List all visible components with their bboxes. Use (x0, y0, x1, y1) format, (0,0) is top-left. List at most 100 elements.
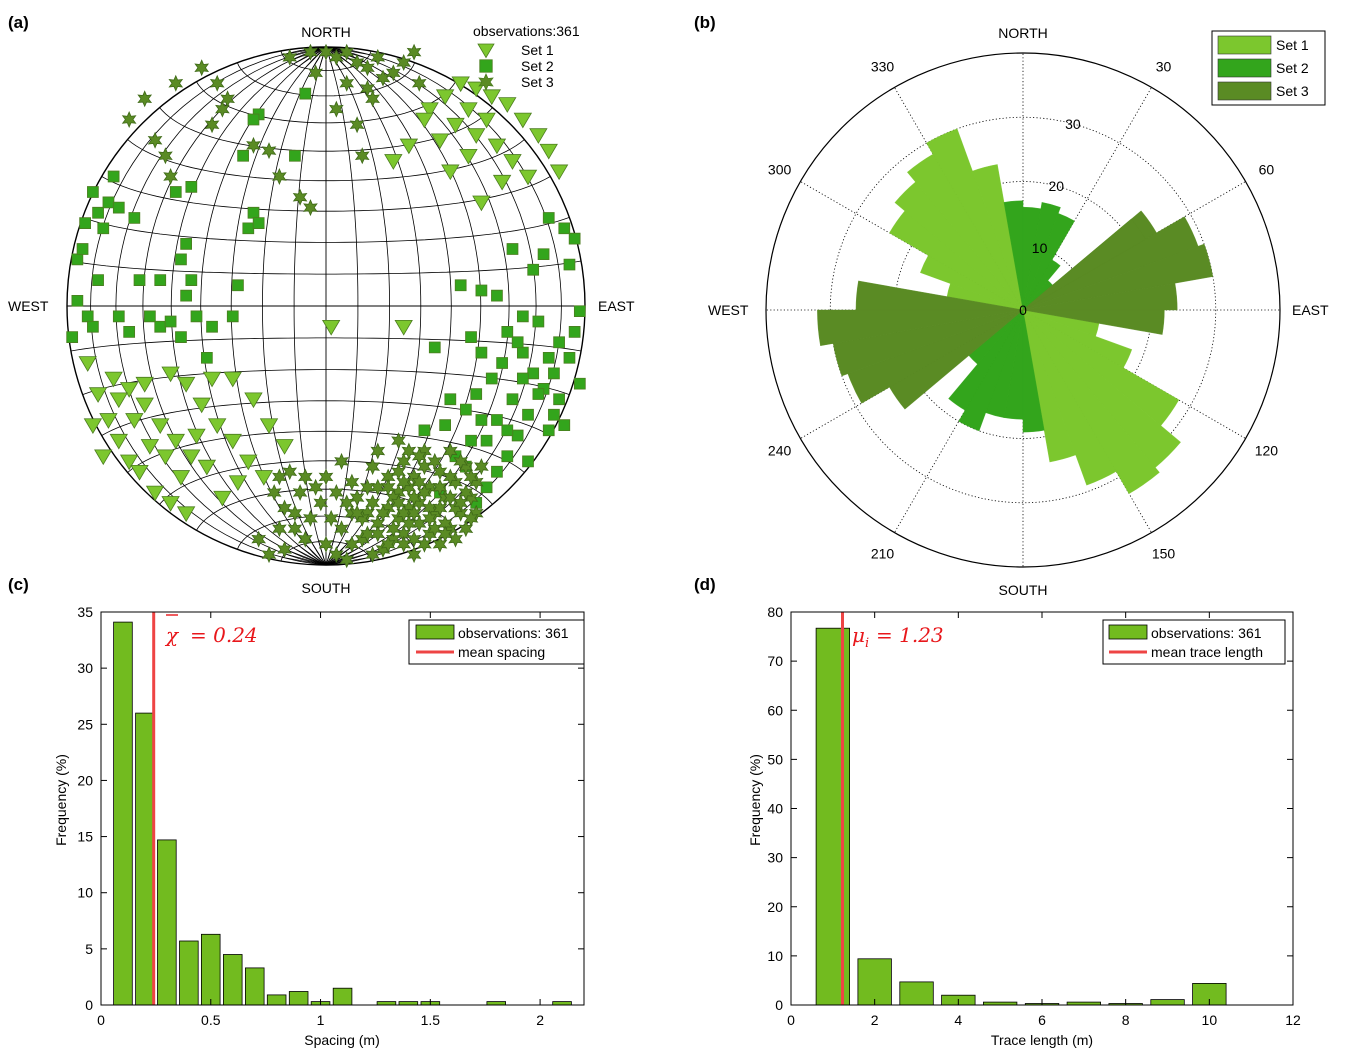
stereonet-point-set1 (202, 371, 222, 388)
stereonet-pole-tick (325, 541, 334, 566)
stereonet-point-set3 (349, 116, 365, 134)
stereonet-point-set1 (135, 397, 154, 414)
stereonet-point-set2 (553, 393, 565, 406)
stereonet-point-set2 (460, 403, 472, 416)
stereonet-point-set3 (209, 74, 225, 92)
rose-legend-swatch-set2 (1217, 58, 1272, 78)
trace-ytick-label: 80 (767, 604, 783, 620)
stereonet-point-set2 (444, 393, 457, 406)
stereonet-point-set2 (164, 315, 177, 328)
stereonet-legend-label: Set 3 (521, 74, 554, 90)
trace-xtick-label: 8 (1122, 1012, 1130, 1028)
stereonet-point-set3 (334, 452, 349, 470)
stereonet-point-set1 (223, 433, 242, 450)
spacing-mean-annotation-value: = 0.24 (190, 623, 258, 647)
stereonet-point-set3 (339, 494, 355, 512)
spacing-ylabel: Frequency (%) (53, 754, 69, 846)
spacing-mean-annotation: χ = 0.24 (164, 614, 258, 647)
trace-mean-annotation-value: = 1.23 (876, 623, 944, 647)
stereonet-point-set2 (454, 279, 467, 292)
stereonet-legend-title: observations:361 (473, 23, 580, 39)
trace-bar (857, 958, 892, 1006)
stereonet-point-set3 (297, 468, 313, 486)
stereonet-point-set2 (180, 289, 192, 302)
rose-angle-tick-label: 150 (1152, 545, 1176, 561)
stereonet-point-set2 (71, 253, 84, 266)
stereonet-point-set1 (459, 149, 478, 165)
stereonet-legend-label: Set 2 (521, 58, 554, 74)
stereonet-point-set3 (360, 59, 375, 77)
rose-bar-set2 (1022, 259, 1061, 311)
stereonet-point-set3 (158, 147, 173, 165)
stereonet-point-set1 (459, 102, 478, 119)
stereonet-point-set3 (282, 463, 298, 481)
stereonet-point-set1 (239, 454, 258, 471)
triangle-down-icon (477, 43, 495, 59)
stereonet-point-set1 (223, 371, 242, 388)
trace-mean-annotation-sub: i (865, 636, 869, 651)
stereonet-point-set3 (365, 90, 380, 108)
stereonet-point-set1 (187, 428, 206, 445)
stereonet-point-set2 (511, 429, 524, 442)
stereonet-point-set2 (428, 341, 441, 354)
stereonet-north-label: NORTH (301, 24, 351, 40)
stereonet-point-set2 (568, 326, 581, 338)
stereonet-point-set2 (206, 320, 218, 333)
stereonet-point-set3 (261, 546, 277, 564)
stereonet-point-set3 (313, 494, 329, 512)
stereonet-panel: NORTH SOUTH WEST EAST observations:361 S… (8, 23, 635, 596)
stereonet-point-set3 (318, 43, 334, 61)
spacing-ytick-label: 10 (77, 885, 93, 901)
stereonet-point-set3 (411, 74, 427, 92)
rose-angle-tick-label: 240 (768, 443, 792, 459)
spacing-bar (266, 994, 287, 1006)
stereonet-point-set3 (282, 48, 298, 66)
rose-radial-tick-label: 30 (1065, 116, 1081, 132)
stereonet-point-set2 (501, 326, 514, 338)
stereonet-point-set3 (168, 74, 184, 92)
stereonet-point-set2 (480, 434, 493, 447)
stereonet-point-set2 (558, 222, 571, 235)
stereonet-point-set3 (261, 142, 277, 160)
stereonet-point-set3 (303, 43, 318, 61)
stereonet-point-set1 (140, 439, 160, 455)
stereonet-point-set3 (396, 473, 412, 491)
rose-outer-circle (765, 52, 1281, 568)
spacing-ytick-label: 5 (85, 941, 93, 957)
stereonet-point-set2 (558, 419, 571, 431)
spacing-mean-annotation-var: χ (164, 623, 180, 647)
rose-radial-tick-label: 20 (1049, 178, 1065, 194)
rose-bar-set3 (1022, 309, 1165, 335)
stereonet-point-set3 (329, 546, 344, 564)
stereonet-point-set1 (151, 418, 170, 435)
stereonet-point-set1 (482, 89, 501, 106)
rose-angle-tick-label: 60 (1259, 162, 1275, 178)
stereonet-point-set3 (354, 147, 370, 165)
stereonet-point-set2 (169, 186, 182, 198)
stereonet-point-set3 (396, 54, 412, 72)
stereonet-point-set3 (147, 131, 163, 149)
stereonet-point-set3 (121, 111, 137, 129)
trace-ylabel: Frequency (%) (747, 754, 763, 846)
stereonet-point-set3 (432, 535, 448, 553)
stereonet-point-set3 (406, 530, 422, 548)
rose-legend-label: Set 1 (1276, 37, 1309, 53)
stereonet-pole-tick (298, 545, 327, 566)
stereonet-point-set3 (266, 483, 282, 501)
stereonet-point-set3 (365, 494, 380, 512)
spacing-legend-line-label: mean spacing (458, 644, 545, 660)
spacing-axes-box (100, 611, 585, 1006)
spacing-bar (288, 991, 309, 1006)
stereonet-legend-label: Set 1 (521, 42, 554, 58)
rose-angle-tick-label: 300 (768, 162, 792, 178)
panel-label-d: (d) (694, 575, 716, 594)
stereonet-point-set3 (287, 504, 303, 522)
stereonet-point-set2 (299, 87, 312, 100)
trace-legend-line-label: mean trace length (1151, 644, 1263, 660)
spacing-legend-bars-label: observations: 361 (458, 625, 569, 641)
stereonet-point-set1 (161, 496, 180, 512)
rose-bar-set3 (855, 280, 1024, 311)
stereonet-point-set1 (477, 112, 496, 129)
spacing-legend-bar-swatch (415, 624, 455, 640)
